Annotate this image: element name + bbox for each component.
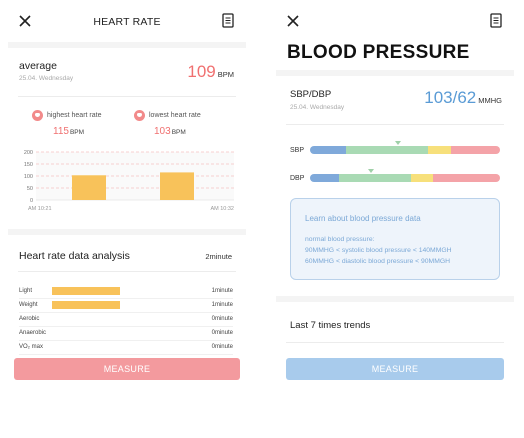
- average-unit: BPM: [217, 70, 234, 79]
- row-divider: [19, 312, 233, 313]
- dbp-marker: [368, 169, 374, 173]
- heart-rate-screen: HEART RATE average 25.04. Wednesday 109 B…: [8, 0, 246, 438]
- scale-segment-high: [450, 146, 500, 154]
- average-label: average: [19, 60, 57, 72]
- analysis-row: VO₂ max 0minute: [19, 342, 233, 355]
- y-tick-label: 200: [24, 150, 33, 156]
- analysis-row-value: 1minute: [211, 288, 233, 294]
- divider: [276, 70, 514, 76]
- blood-pressure-reading: 103/62 MMHG: [424, 88, 502, 108]
- measure-button[interactable]: MEASURE: [286, 358, 504, 380]
- trends-label[interactable]: Last 7 times trends: [290, 320, 371, 331]
- info-title: Learn about blood pressure data: [305, 214, 421, 223]
- lowest-value: 103: [154, 126, 171, 137]
- date-label: 25.04. Wednesday: [19, 75, 74, 82]
- row-divider: [19, 340, 233, 341]
- analysis-row-label: Weight: [19, 302, 38, 308]
- bp-value: 103/62: [424, 88, 477, 107]
- scale-segment-elevated: [427, 146, 451, 154]
- sbp-marker: [395, 141, 401, 145]
- lowest-unit: BPM: [171, 129, 186, 136]
- lowest-label-text: lowest heart rate: [149, 111, 201, 119]
- analysis-row: Anaerobic 0minute: [19, 328, 233, 341]
- x-axis-start-label: AM 10:21: [28, 206, 52, 212]
- sbp-label: SBP: [290, 147, 305, 154]
- analysis-row-value: 0minute: [211, 330, 233, 336]
- divider: [18, 96, 236, 97]
- chart-bar: [160, 172, 194, 200]
- info-diastolic-range: 60MMHG < diastolic blood pressure < 90MM…: [305, 258, 451, 265]
- document-icon[interactable]: [490, 13, 502, 28]
- highest-value: 115: [53, 126, 69, 137]
- divider: [8, 42, 246, 48]
- highest-heart-rate-label: highest heart rate: [32, 108, 101, 122]
- heart-icon: [32, 109, 43, 121]
- info-subtitle: normal blood pressure:: [305, 236, 375, 243]
- average-heart-rate: 109 BPM: [187, 62, 234, 82]
- divider: [276, 296, 514, 302]
- top-bar: HEART RATE: [8, 10, 246, 38]
- analysis-row-bar: [52, 287, 120, 295]
- date-label: 25.04. Wednesday: [290, 104, 345, 111]
- analysis-row-label: Light: [19, 288, 33, 294]
- blood-pressure-screen: BLOOD PRESSURE SBP/DBP 25.04. Wednesday …: [276, 0, 514, 438]
- close-icon[interactable]: [18, 14, 32, 28]
- divider: [286, 342, 504, 343]
- lowest-heart-rate-label: lowest heart rate: [134, 108, 201, 122]
- analysis-row-label: Aerobic: [19, 316, 40, 322]
- y-tick-label: 0: [30, 198, 33, 204]
- info-systolic-range: 90MMHG < systolic blood pressure < 140MM…: [305, 247, 452, 254]
- bp-unit: MMHG: [478, 96, 502, 105]
- analysis-row-label: VO₂ max: [19, 344, 43, 350]
- scale-segment-high: [433, 174, 500, 182]
- analysis-row-value: 1minute: [211, 302, 233, 308]
- analysis-row: Light 1minute: [19, 286, 233, 299]
- analysis-duration: 2minute: [205, 252, 232, 261]
- scale-segment-normal: [346, 146, 428, 154]
- divider: [8, 229, 246, 235]
- analysis-row: Weight 1minute: [19, 300, 233, 313]
- x-axis-end-label: AM 10:32: [210, 206, 234, 212]
- row-divider: [19, 354, 233, 355]
- scale-segment-normal: [338, 174, 411, 182]
- scale-segment-low: [310, 146, 347, 154]
- page-title: HEART RATE: [93, 16, 161, 28]
- analysis-row: Aerobic 0minute: [19, 314, 233, 327]
- top-bar: [276, 10, 514, 38]
- chart-bar: [72, 175, 106, 200]
- blood-pressure-info-card[interactable]: Learn about blood pressure data normal b…: [290, 198, 500, 280]
- row-divider: [19, 298, 233, 299]
- page-title: BLOOD PRESSURE: [287, 42, 470, 63]
- heart-rate-chart: 0 50 100 150 200 AM 10:21 AM 10:32: [24, 150, 234, 212]
- analysis-row-bar: [52, 301, 120, 309]
- close-icon[interactable]: [286, 14, 300, 28]
- divider: [18, 271, 236, 272]
- dbp-label: DBP: [290, 175, 305, 182]
- scale-segment-low: [310, 174, 339, 182]
- analysis-row-value: 0minute: [211, 344, 233, 350]
- y-tick-label: 50: [27, 186, 33, 192]
- y-tick-label: 100: [24, 174, 33, 180]
- highest-unit: BPM: [69, 129, 85, 136]
- sbp-dbp-label: SBP/DBP: [290, 89, 332, 100]
- highest-label-text: highest heart rate: [47, 111, 102, 119]
- analysis-row-label: Anaerobic: [19, 330, 47, 336]
- plot-area: [36, 152, 234, 200]
- analysis-row-value: 0minute: [211, 316, 233, 322]
- analysis-title: Heart rate data analysis: [19, 250, 130, 262]
- dbp-scale: [310, 174, 500, 182]
- row-divider: [19, 326, 233, 327]
- divider: [286, 124, 504, 125]
- measure-button[interactable]: MEASURE: [14, 358, 240, 380]
- average-value: 109: [187, 62, 216, 81]
- lowest-heart-rate-value: 103BPM: [154, 126, 186, 137]
- sbp-scale: [310, 146, 500, 154]
- document-icon[interactable]: [222, 13, 234, 28]
- heart-icon: [134, 109, 145, 121]
- highest-heart-rate-value: 115BPM: [53, 126, 84, 137]
- scale-segment-elevated: [410, 174, 434, 182]
- y-tick-label: 150: [24, 162, 33, 168]
